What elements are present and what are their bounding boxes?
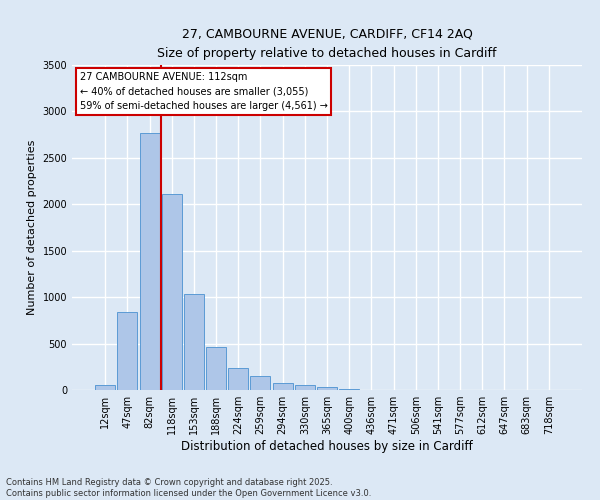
X-axis label: Distribution of detached houses by size in Cardiff: Distribution of detached houses by size …	[181, 440, 473, 453]
Bar	[272, 382, 293, 390]
Y-axis label: Number of detached properties: Number of detached properties	[27, 140, 37, 315]
Bar	[95, 385, 115, 390]
Bar	[140, 133, 160, 390]
Bar	[118, 312, 137, 390]
Bar	[317, 387, 337, 390]
Bar	[228, 368, 248, 390]
Bar	[250, 376, 271, 390]
Bar	[339, 388, 359, 390]
Bar	[206, 348, 226, 390]
Title: 27, CAMBOURNE AVENUE, CARDIFF, CF14 2AQ
Size of property relative to detached ho: 27, CAMBOURNE AVENUE, CARDIFF, CF14 2AQ …	[157, 28, 497, 60]
Bar	[295, 386, 315, 390]
Bar	[162, 194, 182, 390]
Bar	[184, 294, 204, 390]
Text: Contains HM Land Registry data © Crown copyright and database right 2025.
Contai: Contains HM Land Registry data © Crown c…	[6, 478, 371, 498]
Text: 27 CAMBOURNE AVENUE: 112sqm
← 40% of detached houses are smaller (3,055)
59% of : 27 CAMBOURNE AVENUE: 112sqm ← 40% of det…	[80, 72, 328, 111]
